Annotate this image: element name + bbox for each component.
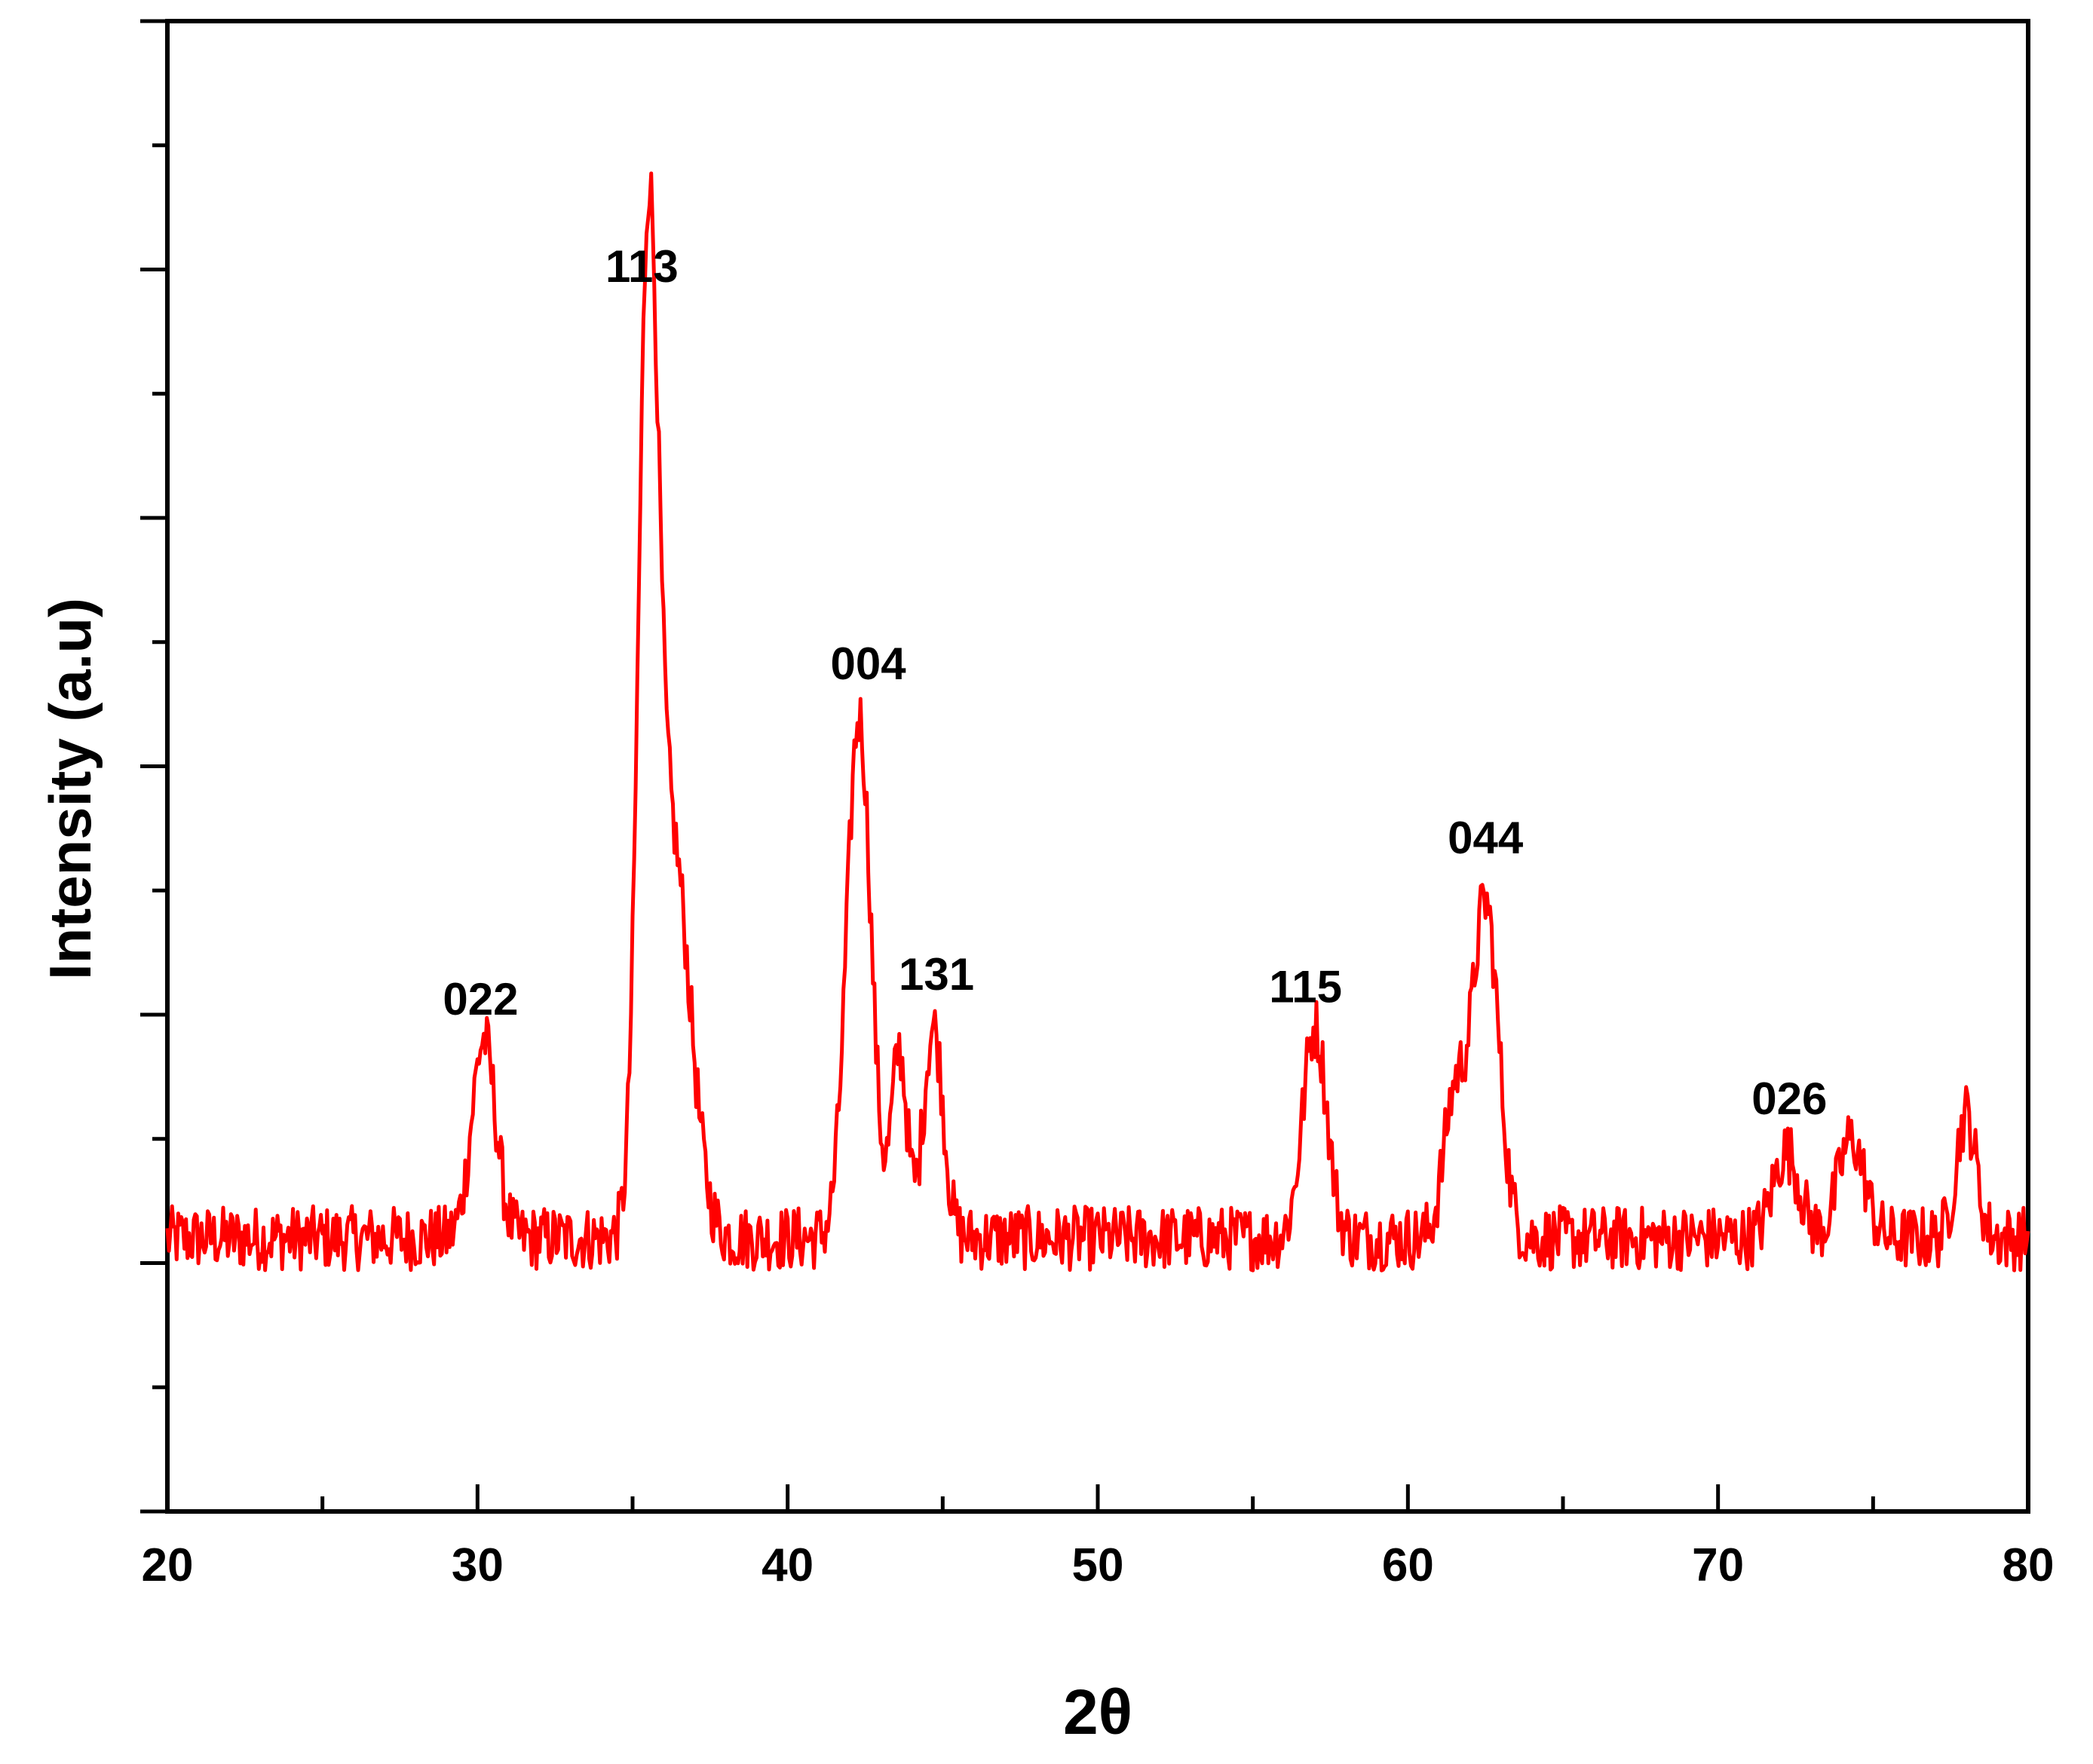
peak-label-022: 022 [443,974,518,1024]
peak-label-115: 115 [1269,962,1342,1012]
x-tick-label: 20 [142,1539,194,1591]
peak-label-131: 131 [899,949,974,1000]
plot-border [165,19,2030,1514]
peak-label-044: 044 [1448,813,1524,863]
x-axis-title: 2θ [1063,1677,1132,1747]
series-line-xrd [165,171,2030,1272]
x-tick-label: 60 [1382,1539,1434,1591]
x-tick-label: 50 [1072,1539,1124,1591]
x-axis-ticks [165,1484,2030,1511]
x-tick-label: 40 [762,1539,814,1591]
peak-label-113: 113 [605,241,679,292]
peak-label-026: 026 [1751,1073,1827,1124]
x-axis-tick-labels: 20 30 40 50 60 70 80 [142,1539,2055,1591]
peak-annotations: 022 113 004 131 115 044 026 [443,241,1827,1124]
plot-frame [165,19,2030,1514]
x-tick-label: 70 [1692,1539,1744,1591]
peak-label-004: 004 [831,639,907,689]
x-tick-label: 80 [2003,1539,2055,1591]
y-axis-ticks [140,19,167,1514]
y-axis-title: Intensity (a.u) [37,598,103,980]
x-tick-label: 30 [452,1539,504,1591]
